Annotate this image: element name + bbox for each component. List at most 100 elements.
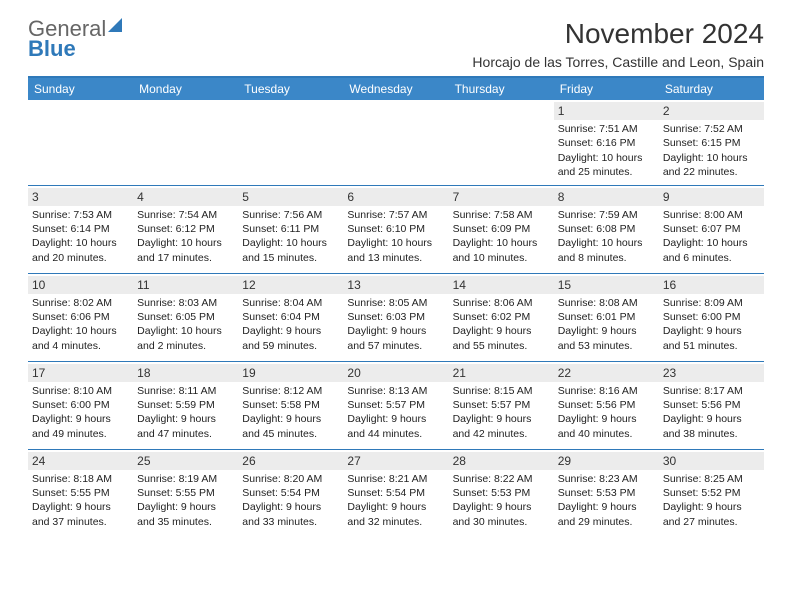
day-number: 12 — [238, 276, 343, 294]
calendar-cell: 14 Sunrise: 8:06 AMSunset: 6:02 PMDayligh… — [449, 273, 554, 361]
calendar-cell: 23 Sunrise: 8:17 AMSunset: 5:56 PMDayligh… — [659, 361, 764, 449]
calendar-page: General Blue November 2024 Horcajo de la… — [0, 0, 792, 537]
day-number: 6 — [343, 188, 448, 206]
day-header: Friday — [554, 77, 659, 100]
day-header: Wednesday — [343, 77, 448, 100]
day-details: Sunrise: 8:23 AMSunset: 5:53 PMDaylight:… — [558, 472, 655, 529]
calendar-cell: 9 Sunrise: 8:00 AMSunset: 6:07 PMDaylight… — [659, 185, 764, 273]
day-details: Sunrise: 8:25 AMSunset: 5:52 PMDaylight:… — [663, 472, 760, 529]
calendar-cell: 12 Sunrise: 8:04 AMSunset: 6:04 PMDayligh… — [238, 273, 343, 361]
calendar-cell: 11 Sunrise: 8:03 AMSunset: 6:05 PMDayligh… — [133, 273, 238, 361]
calendar-cell: 28 Sunrise: 8:22 AMSunset: 5:53 PMDayligh… — [449, 449, 554, 537]
calendar-cell: 27Sunrise: 8:21 AMSunset: 5:54 PMDayligh… — [343, 449, 448, 537]
day-details: Sunrise: 7:59 AMSunset: 6:08 PMDaylight:… — [558, 208, 655, 265]
day-number: 23 — [659, 364, 764, 382]
day-details: Sunrise: 7:57 AMSunset: 6:10 PMDaylight:… — [347, 208, 444, 265]
calendar-head: SundayMondayTuesdayWednesdayThursdayFrid… — [28, 77, 764, 100]
logo: General Blue — [28, 18, 122, 60]
calendar-cell: 6 Sunrise: 7:57 AMSunset: 6:10 PMDaylight… — [343, 185, 448, 273]
day-number: 13 — [343, 276, 448, 294]
day-details: Sunrise: 8:11 AMSunset: 5:59 PMDaylight:… — [137, 384, 234, 441]
day-details: Sunrise: 8:08 AMSunset: 6:01 PMDaylight:… — [558, 296, 655, 353]
calendar-body: 1Sunrise: 7:51 AMSunset: 6:16 PMDaylight… — [28, 100, 764, 537]
calendar-cell: 5 Sunrise: 7:56 AMSunset: 6:11 PMDaylight… — [238, 185, 343, 273]
day-number: 20 — [343, 364, 448, 382]
day-number: 5 — [238, 188, 343, 206]
calendar-cell: 16 Sunrise: 8:09 AMSunset: 6:00 PMDayligh… — [659, 273, 764, 361]
day-details: Sunrise: 7:52 AMSunset: 6:15 PMDaylight:… — [663, 122, 760, 179]
day-details: Sunrise: 8:18 AMSunset: 5:55 PMDaylight:… — [32, 472, 129, 529]
calendar-cell: 8 Sunrise: 7:59 AMSunset: 6:08 PMDaylight… — [554, 185, 659, 273]
day-number: 27 — [343, 452, 448, 470]
day-details: Sunrise: 8:13 AMSunset: 5:57 PMDaylight:… — [347, 384, 444, 441]
day-details: Sunrise: 8:09 AMSunset: 6:00 PMDaylight:… — [663, 296, 760, 353]
calendar-week: 17Sunrise: 8:10 AMSunset: 6:00 PMDayligh… — [28, 361, 764, 449]
day-number: 22 — [554, 364, 659, 382]
day-number: 24 — [28, 452, 133, 470]
calendar-cell: 10Sunrise: 8:02 AMSunset: 6:06 PMDayligh… — [28, 273, 133, 361]
day-number: 1 — [554, 102, 659, 120]
day-number: 15 — [554, 276, 659, 294]
calendar-cell — [28, 100, 133, 185]
calendar-cell: 24 Sunrise: 8:18 AMSunset: 5:55 PMDayligh… — [28, 449, 133, 537]
day-details: Sunrise: 8:15 AMSunset: 5:57 PMDaylight:… — [453, 384, 550, 441]
title-block: November 2024 Horcajo de las Torres, Cas… — [472, 18, 764, 70]
calendar-cell — [133, 100, 238, 185]
day-number: 8 — [554, 188, 659, 206]
day-details: Sunrise: 7:54 AMSunset: 6:12 PMDaylight:… — [137, 208, 234, 265]
day-number: 11 — [133, 276, 238, 294]
day-number: 2 — [659, 102, 764, 120]
calendar-cell: 18 Sunrise: 8:11 AMSunset: 5:59 PMDayligh… — [133, 361, 238, 449]
day-details: Sunrise: 8:17 AMSunset: 5:56 PMDaylight:… — [663, 384, 760, 441]
day-details: Sunrise: 7:53 AMSunset: 6:14 PMDaylight:… — [32, 208, 129, 265]
day-header: Saturday — [659, 77, 764, 100]
day-number: 16 — [659, 276, 764, 294]
day-number: 26 — [238, 452, 343, 470]
calendar-cell: 19Sunrise: 8:12 AMSunset: 5:58 PMDayligh… — [238, 361, 343, 449]
day-details: Sunrise: 8:06 AMSunset: 6:02 PMDaylight:… — [453, 296, 550, 353]
calendar-table: SundayMondayTuesdayWednesdayThursdayFrid… — [28, 76, 764, 537]
calendar-cell: 4Sunrise: 7:54 AMSunset: 6:12 PMDaylight… — [133, 185, 238, 273]
calendar-cell: 15 Sunrise: 8:08 AMSunset: 6:01 PMDayligh… — [554, 273, 659, 361]
calendar-cell — [449, 100, 554, 185]
logo-triangle-icon — [108, 18, 122, 32]
calendar-cell: 17Sunrise: 8:10 AMSunset: 6:00 PMDayligh… — [28, 361, 133, 449]
day-number: 30 — [659, 452, 764, 470]
day-number: 28 — [449, 452, 554, 470]
day-number: 9 — [659, 188, 764, 206]
calendar-cell: 3 Sunrise: 7:53 AMSunset: 6:14 PMDaylight… — [28, 185, 133, 273]
day-header: Tuesday — [238, 77, 343, 100]
calendar-cell: 21Sunrise: 8:15 AMSunset: 5:57 PMDayligh… — [449, 361, 554, 449]
day-details: Sunrise: 8:03 AMSunset: 6:05 PMDaylight:… — [137, 296, 234, 353]
calendar-week: 1Sunrise: 7:51 AMSunset: 6:16 PMDaylight… — [28, 100, 764, 185]
day-details: Sunrise: 7:56 AMSunset: 6:11 PMDaylight:… — [242, 208, 339, 265]
calendar-cell: 25 Sunrise: 8:19 AMSunset: 5:55 PMDayligh… — [133, 449, 238, 537]
day-number: 18 — [133, 364, 238, 382]
day-number: 14 — [449, 276, 554, 294]
day-details: Sunrise: 8:00 AMSunset: 6:07 PMDaylight:… — [663, 208, 760, 265]
page-subtitle: Horcajo de las Torres, Castille and Leon… — [472, 54, 764, 70]
day-details: Sunrise: 8:16 AMSunset: 5:56 PMDaylight:… — [558, 384, 655, 441]
day-number: 7 — [449, 188, 554, 206]
calendar-cell: 20 Sunrise: 8:13 AMSunset: 5:57 PMDayligh… — [343, 361, 448, 449]
calendar-cell: 7Sunrise: 7:58 AMSunset: 6:09 PMDaylight… — [449, 185, 554, 273]
day-number: 19 — [238, 364, 343, 382]
day-number: 10 — [28, 276, 133, 294]
day-number: 29 — [554, 452, 659, 470]
day-details: Sunrise: 8:04 AMSunset: 6:04 PMDaylight:… — [242, 296, 339, 353]
calendar-cell: 1Sunrise: 7:51 AMSunset: 6:16 PMDaylight… — [554, 100, 659, 185]
day-header: Thursday — [449, 77, 554, 100]
header: General Blue November 2024 Horcajo de la… — [28, 18, 764, 70]
day-number: 25 — [133, 452, 238, 470]
day-details: Sunrise: 8:22 AMSunset: 5:53 PMDaylight:… — [453, 472, 550, 529]
logo-bottom: Blue — [28, 38, 122, 60]
day-details: Sunrise: 8:05 AMSunset: 6:03 PMDaylight:… — [347, 296, 444, 353]
calendar-cell — [343, 100, 448, 185]
day-number: 17 — [28, 364, 133, 382]
calendar-cell: 13 Sunrise: 8:05 AMSunset: 6:03 PMDayligh… — [343, 273, 448, 361]
calendar-week: 3 Sunrise: 7:53 AMSunset: 6:14 PMDaylight… — [28, 185, 764, 273]
calendar-week: 24 Sunrise: 8:18 AMSunset: 5:55 PMDayligh… — [28, 449, 764, 537]
calendar-cell — [238, 100, 343, 185]
day-number: 3 — [28, 188, 133, 206]
day-details: Sunrise: 8:19 AMSunset: 5:55 PMDaylight:… — [137, 472, 234, 529]
